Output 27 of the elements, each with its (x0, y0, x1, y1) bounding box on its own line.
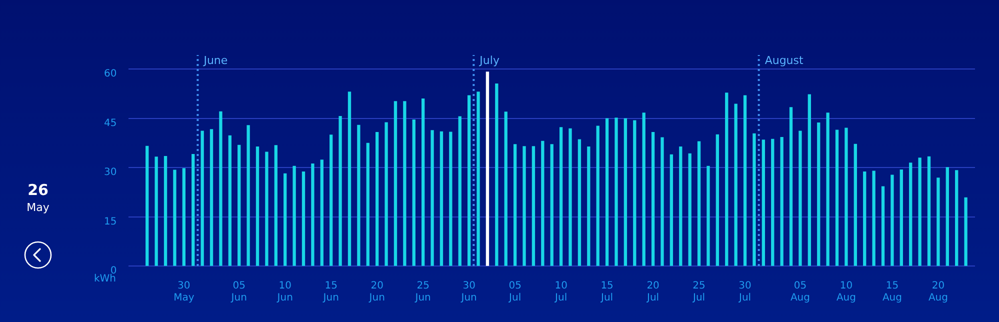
y-tick-label: 15 (104, 216, 117, 228)
x-tick-label: 20 Aug (928, 280, 948, 304)
x-tick-label: 15 Jun (322, 280, 339, 304)
x-tick-label: 25 Jun (414, 280, 431, 304)
x-tick-label: 30 Jul (738, 280, 752, 304)
x-tick-label: 05 Aug (790, 280, 810, 304)
ref-line-label: August (764, 54, 804, 67)
x-tick-label: 10 Aug (836, 280, 856, 304)
x-tick-label: 30 Jun (460, 280, 477, 304)
y-axis-title: kWh (94, 274, 116, 285)
x-tick-label: 05 Jul (508, 280, 522, 304)
x-tick-label: 30 May (174, 280, 194, 304)
text: 26 (26, 180, 50, 200)
x-tick-label: 05 Jun (230, 280, 247, 304)
x-tick-label: 10 Jun (276, 280, 293, 304)
x-tick-label: 15 Jul (600, 280, 614, 304)
x-tick-label: 20 Jul (646, 280, 660, 304)
x-tick-label: 10 Jul (554, 280, 568, 304)
y-tick-label: 45 (104, 118, 117, 129)
y-tick-label: 30 (104, 167, 117, 178)
ref-line-label: June (202, 54, 228, 67)
x-tick-label: 20 Jun (368, 280, 385, 304)
ref-line-label: July (478, 54, 500, 67)
x-tick-label: 25 Jul (692, 280, 706, 304)
x-tick-label: 15 Aug (882, 280, 902, 304)
text: May (26, 200, 50, 216)
y-tick-label: 60 (104, 68, 117, 80)
